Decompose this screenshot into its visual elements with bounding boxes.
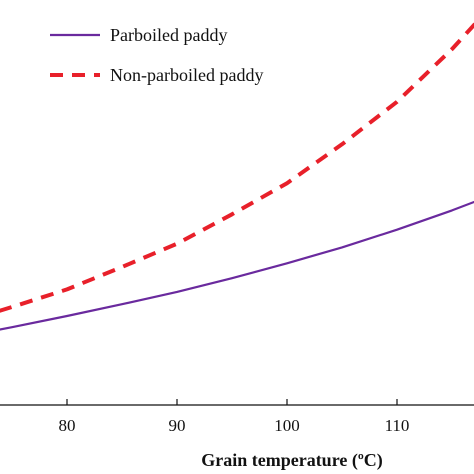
non-parboiled-paddy-line bbox=[0, 22, 474, 313]
parboiled-paddy-line bbox=[0, 200, 474, 331]
legend-item: Non-parboiled paddy bbox=[50, 65, 263, 85]
x-tick-label: 80 bbox=[59, 416, 76, 435]
legend-item: Parboiled paddy bbox=[50, 25, 227, 45]
x-tick-label: 90 bbox=[169, 416, 186, 435]
legend-label: Non-parboiled paddy bbox=[110, 65, 263, 85]
legend-label: Parboiled paddy bbox=[110, 25, 227, 45]
x-axis-label: Grain temperature (ºC) bbox=[201, 450, 383, 471]
plot-area: 80 90 100 110 Grain temperature (ºC) bbox=[0, 22, 474, 471]
x-axis-ticks: 80 90 100 110 bbox=[59, 399, 410, 435]
x-tick-label: 100 bbox=[274, 416, 300, 435]
series-lines bbox=[0, 22, 474, 331]
legend: Parboiled paddy Non-parboiled paddy bbox=[50, 25, 263, 85]
x-tick-label: 110 bbox=[385, 416, 410, 435]
